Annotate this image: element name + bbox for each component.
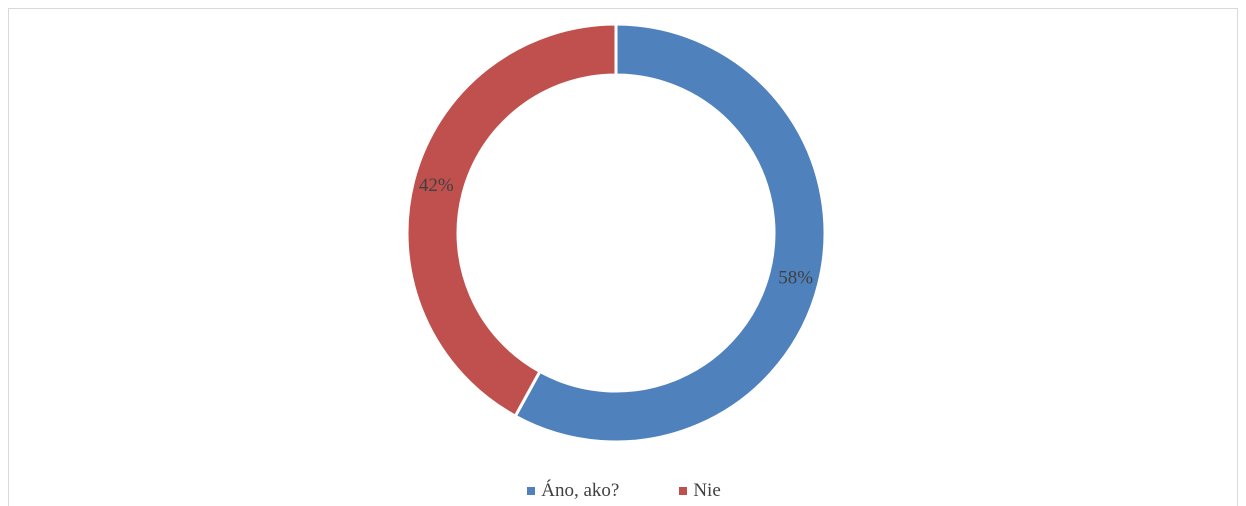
legend-item-nie: Nie <box>679 480 721 502</box>
legend-label-ano: Áno, ako? <box>541 480 620 501</box>
legend: Áno, ako? Nie <box>9 480 1239 502</box>
legend-item-ano: Áno, ako? <box>527 480 619 502</box>
donut-chart: 58% 42% <box>405 22 827 444</box>
legend-label-nie: Nie <box>693 480 721 501</box>
data-label-nie: 42% <box>419 175 454 196</box>
legend-swatch-ano <box>527 487 536 495</box>
data-label-ano: 58% <box>778 267 813 288</box>
legend-swatch-nie <box>679 487 688 495</box>
slice-ano <box>513 22 827 444</box>
slice-nie <box>405 22 618 419</box>
chart-area: 58% 42% Áno, ako? Nie <box>8 8 1238 506</box>
